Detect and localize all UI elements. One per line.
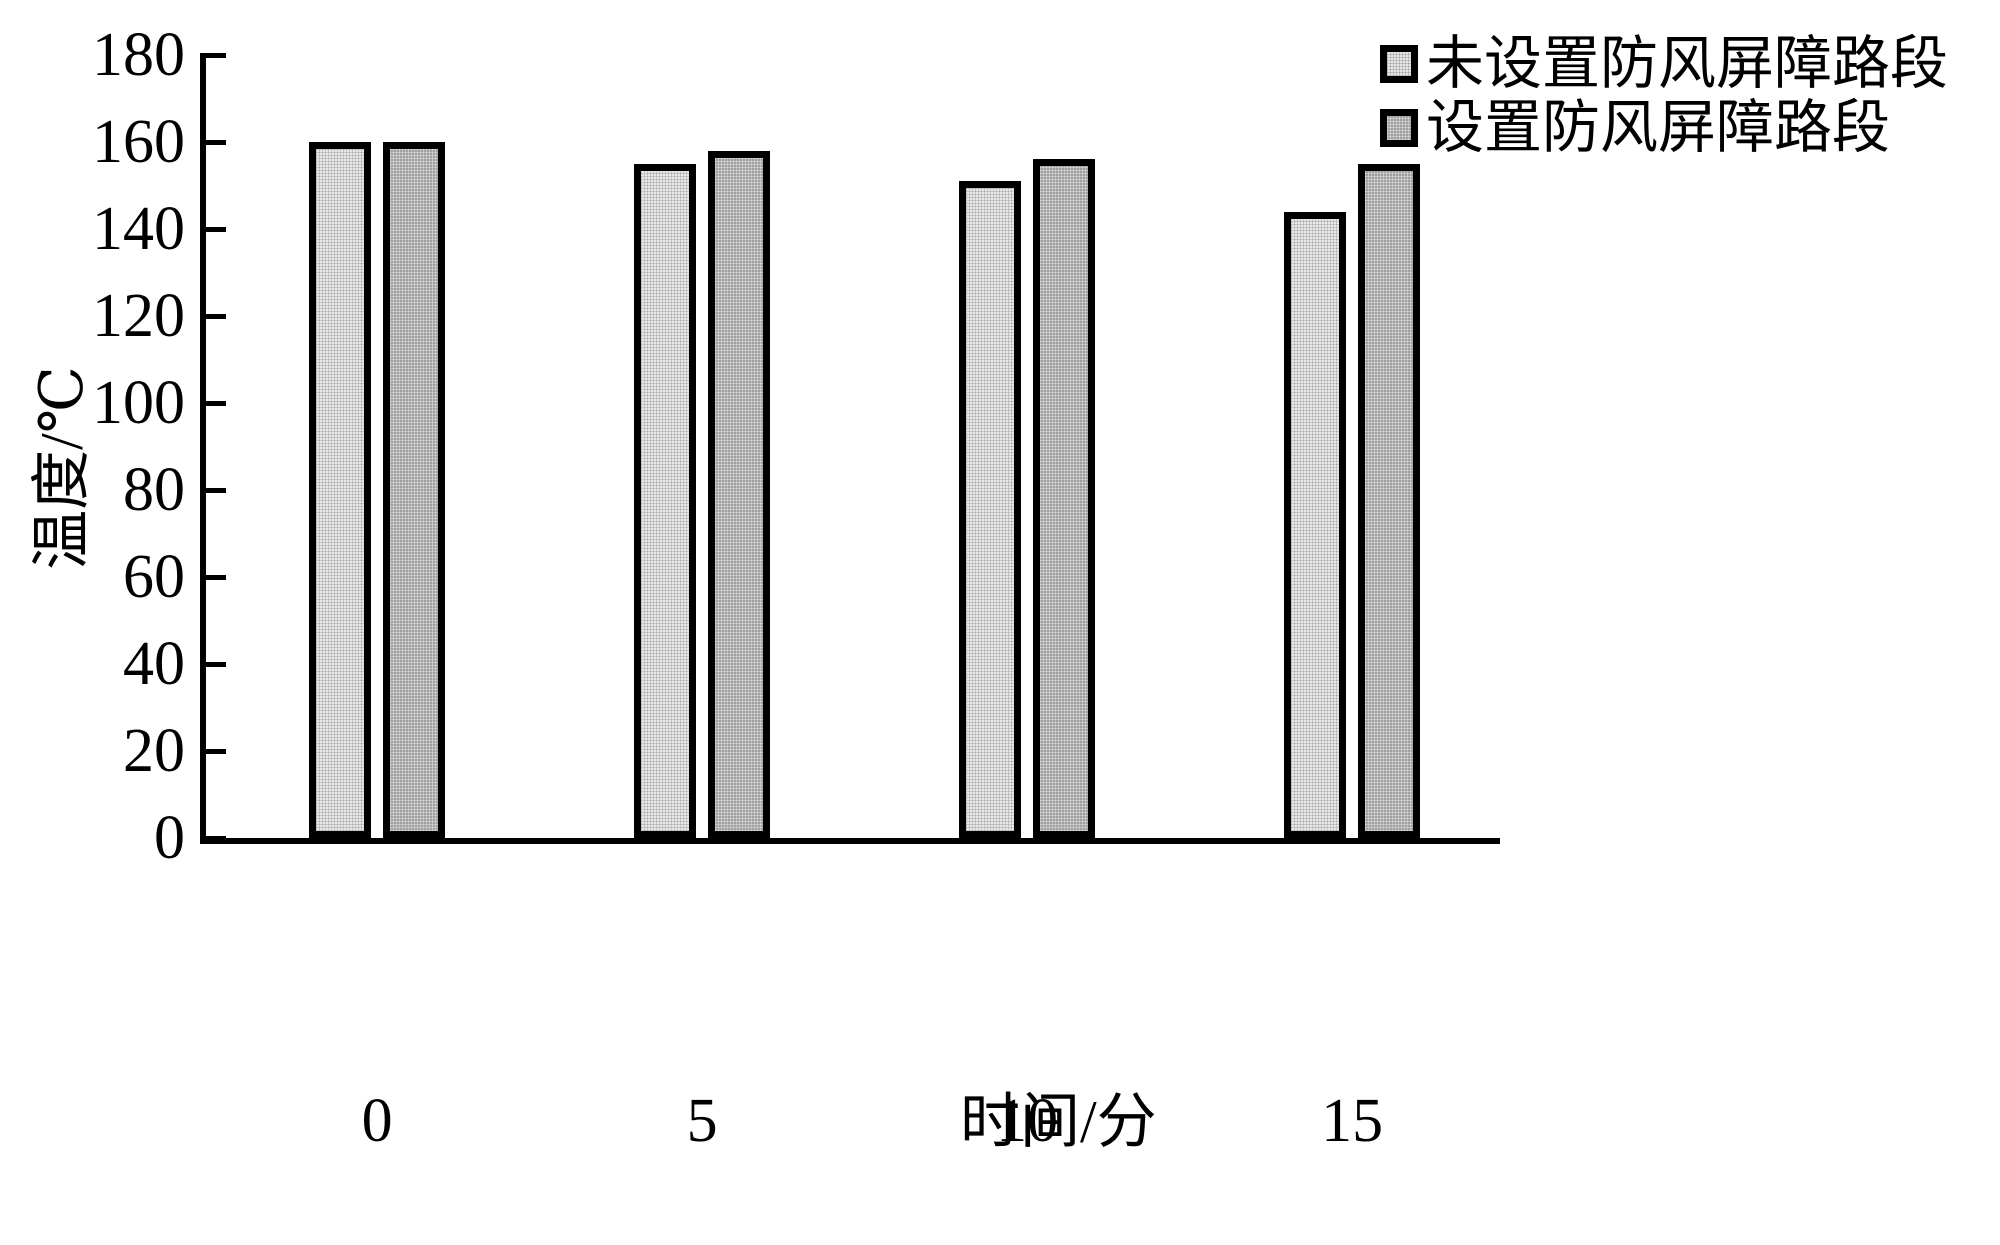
bar-group [309, 55, 446, 838]
y-axis-tick-mark [200, 575, 226, 580]
bar[interactable] [708, 150, 771, 838]
legend-item-label: 未设置防风屏障路段 [1426, 31, 1949, 96]
legend-swatch-icon [1380, 109, 1418, 147]
x-axis-tick-label: 0 [361, 1087, 393, 1155]
legend-item[interactable]: 未设置防风屏障路段 [1380, 34, 1990, 94]
bar[interactable] [1358, 163, 1421, 838]
bar[interactable] [959, 181, 1022, 838]
bar[interactable] [309, 142, 372, 838]
y-axis-tick-label: 60 [123, 543, 185, 611]
y-axis-tick-labels: 180 160 140 120 100 80 60 40 20 0 [10, 0, 185, 1245]
y-axis-tick-label: 140 [92, 195, 185, 263]
y-axis-tick-mark [200, 140, 226, 145]
x-axis-tick-labels: 0 5 10 15 [200, 1090, 1500, 1180]
y-axis-tick-label: 160 [92, 108, 185, 176]
y-axis-tick-mark [200, 488, 226, 493]
legend-item-label: 设置防风屏障路段 [1426, 95, 1891, 160]
y-axis-tick-mark [200, 836, 226, 841]
y-axis-tick-mark [200, 53, 226, 58]
x-axis-tick-label: 15 [1321, 1087, 1384, 1155]
y-axis-tick-mark [200, 227, 226, 232]
y-axis-tick-mark [200, 401, 226, 406]
legend: 未设置防风屏障路段 设置防风屏障路段 [1380, 34, 1990, 162]
y-axis-tick-label: 100 [92, 369, 185, 437]
y-axis-tick-mark [200, 662, 226, 667]
bar[interactable] [383, 142, 446, 838]
x-axis-tick-label: 10 [996, 1087, 1059, 1155]
x-axis-line [200, 838, 1500, 844]
y-axis-tick-label: 0 [154, 804, 185, 872]
y-axis-tick-mark [200, 314, 226, 319]
bar[interactable] [634, 163, 697, 838]
y-axis-line [200, 55, 206, 844]
y-axis-tick-mark [200, 749, 226, 754]
y-axis-tick-label: 20 [123, 717, 185, 785]
legend-item[interactable]: 设置防风屏障路段 [1380, 98, 1990, 158]
y-axis-tick-label: 180 [92, 21, 185, 89]
bar[interactable] [1033, 159, 1096, 838]
bar-group [959, 55, 1096, 838]
legend-swatch-icon [1380, 45, 1418, 83]
y-axis-tick-label: 80 [123, 456, 185, 524]
bar[interactable] [1284, 211, 1347, 838]
bar-group [1284, 55, 1421, 838]
x-axis-tick-label: 5 [686, 1087, 718, 1155]
plot-area [200, 53, 1500, 844]
x-axis-title: 时间/分 [960, 1089, 1157, 1155]
y-axis-tick-label: 120 [92, 282, 185, 350]
y-axis-tick-label: 40 [123, 630, 185, 698]
bar-group [634, 55, 771, 838]
